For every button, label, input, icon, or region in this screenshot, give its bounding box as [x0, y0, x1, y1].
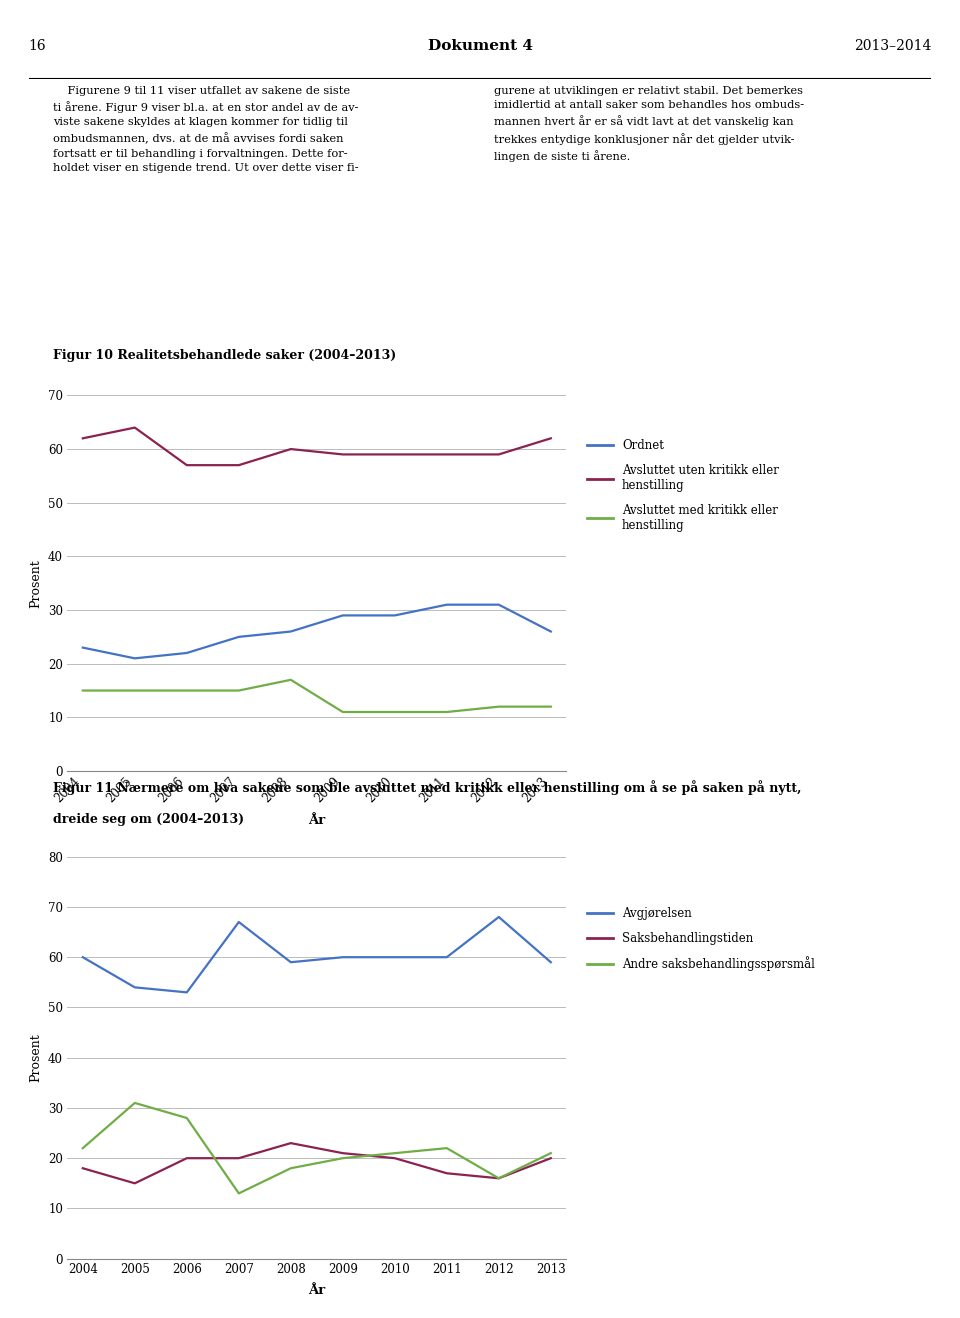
- Text: dreide seg om (2004–2013): dreide seg om (2004–2013): [53, 813, 244, 826]
- Text: Dokument 4: Dokument 4: [427, 40, 533, 53]
- Text: Figurene 9 til 11 viser utfallet av sakene de siste
ti årene. Figur 9 viser bl.a: Figurene 9 til 11 viser utfallet av sake…: [53, 86, 358, 173]
- Legend: Avgjørelsen, Saksbehandlingstiden, Andre saksbehandlingsspørsmål: Avgjørelsen, Saksbehandlingstiden, Andre…: [582, 902, 820, 977]
- X-axis label: År: År: [308, 1284, 325, 1297]
- X-axis label: År: År: [308, 813, 325, 826]
- Text: 16: 16: [29, 40, 46, 53]
- Text: 2013–2014: 2013–2014: [853, 40, 931, 53]
- Text: gurene at utviklingen er relativt stabil. Det bemerkes
imidlertid at antall sake: gurene at utviklingen er relativt stabil…: [494, 86, 804, 162]
- Legend: Ordnet, Avsluttet uten kritikk eller
henstilling, Avsluttet med kritikk eller
he: Ordnet, Avsluttet uten kritikk eller hen…: [582, 434, 783, 536]
- Text: Figur 10 Realitetsbehandlede saker (2004–2013): Figur 10 Realitetsbehandlede saker (2004…: [53, 349, 396, 362]
- Y-axis label: Prosent: Prosent: [30, 559, 42, 608]
- Y-axis label: Prosent: Prosent: [30, 1033, 42, 1082]
- Text: Figur 11 Nærmere om hva sakene som ble avsluttet med kritikk eller henstilling o: Figur 11 Nærmere om hva sakene som ble a…: [53, 780, 802, 795]
